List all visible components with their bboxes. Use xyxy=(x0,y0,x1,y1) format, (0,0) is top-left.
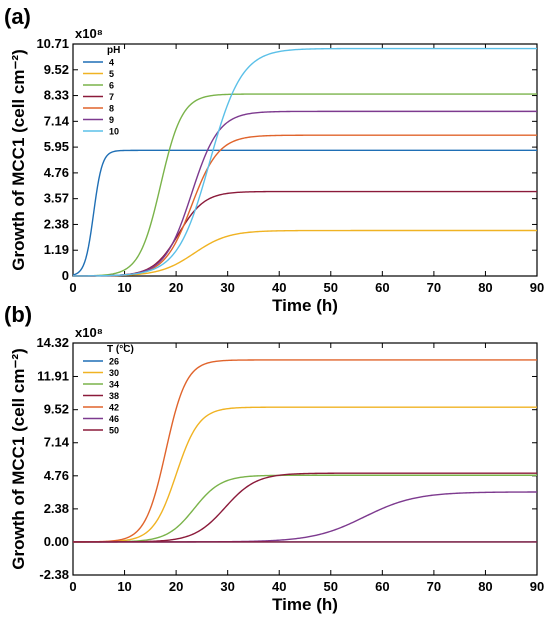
panel-b-series-line-42 xyxy=(73,359,537,543)
panel-a-legend-label-7: 7 xyxy=(109,92,114,102)
panel-a-series-line-4 xyxy=(72,149,537,276)
panel-a: (a) Growth of MCC1 (cell cm⁻²) Time (h) … xyxy=(4,4,544,315)
panel-b-xtick-label: 10 xyxy=(117,579,131,594)
panel-a-xtick-label: 40 xyxy=(272,280,286,295)
panel-a-legend-label-9: 9 xyxy=(109,115,114,125)
panel-a-xtick-label: 60 xyxy=(375,280,389,295)
panel-a-ytick-label: 3.57 xyxy=(44,191,69,206)
panel-a-series-line-7 xyxy=(72,190,537,277)
panel-a-ytick-label: 4.76 xyxy=(44,165,69,180)
panel-a-xtick-label: 50 xyxy=(324,280,338,295)
panel-a-xtick-label: 0 xyxy=(69,280,76,295)
panel-a-ytick-label: 10.71 xyxy=(36,36,69,51)
panel-a-ytick-label: 9.52 xyxy=(44,62,69,77)
panel-b-label: (b) xyxy=(4,302,32,327)
panel-a-ytick-label: 7.14 xyxy=(44,113,70,128)
panel-b-xtick-label: 60 xyxy=(375,579,389,594)
panel-b-xtick-label: 20 xyxy=(169,579,183,594)
panel-a-label: (a) xyxy=(4,4,31,29)
panel-a-xtick-label: 80 xyxy=(478,280,492,295)
panel-a-series-line-10 xyxy=(73,47,537,277)
panel-b-ytick-label: 11.91 xyxy=(37,368,69,383)
panel-a-series-line-9 xyxy=(73,110,537,277)
panel-b-ytick-label: -2.38 xyxy=(39,567,69,582)
panel-a-series-line-6 xyxy=(72,93,537,277)
panel-b-ytick-label: 4.76 xyxy=(44,468,69,483)
panel-a-ytick-label: 2.38 xyxy=(44,216,69,231)
panel-b-plot-frame xyxy=(72,342,538,576)
panel-a-xlabel: Time (h) xyxy=(272,296,338,315)
panel-b-legend-label-34: 34 xyxy=(109,380,119,390)
panel-a-legend-label-10: 10 xyxy=(109,127,119,137)
panel-b-legend-label-26: 26 xyxy=(109,357,119,367)
panel-b-legend-label-38: 38 xyxy=(109,391,119,401)
panel-a-legend-label-5: 5 xyxy=(109,69,114,79)
panel-a-xtick-label: 20 xyxy=(169,280,183,295)
panel-b-legend-title: T (°C) xyxy=(107,344,134,355)
panel-a-legend-label-4: 4 xyxy=(109,58,114,68)
panel-b-xtick-label: 70 xyxy=(427,579,441,594)
panel-b-xtick-label: 0 xyxy=(69,579,76,594)
panel-a-ylabel: Growth of MCC1 (cell cm⁻²) xyxy=(9,49,28,270)
panel-b-xtick-label: 80 xyxy=(478,579,492,594)
panel-a-plot-frame xyxy=(72,43,538,277)
panel-b-series-line-38 xyxy=(73,472,537,543)
panel-b-xlabel: Time (h) xyxy=(272,595,338,614)
panel-b-series-line-34 xyxy=(73,474,537,543)
panel-b-series-line-30 xyxy=(73,406,537,543)
panel-b-ytick-label: 0.00 xyxy=(44,534,69,549)
panel-b-legend-label-46: 46 xyxy=(109,414,119,424)
panel-a-xtick-label: 70 xyxy=(427,280,441,295)
panel-b-xtick-label: 50 xyxy=(324,579,338,594)
panel-a-legend-label-6: 6 xyxy=(109,81,114,91)
panel-b-ytick-label: 2.38 xyxy=(44,501,69,516)
panel-b-ytick-label: 14.32 xyxy=(36,335,69,350)
panel-a-multiplier: x10⁸ xyxy=(75,26,103,41)
panel-a-ytick-label: 5.95 xyxy=(44,139,69,154)
panel-a-ytick-label: 8.33 xyxy=(44,88,69,103)
panel-b-xtick-label: 40 xyxy=(272,579,286,594)
panel-a-series-line-5 xyxy=(73,229,537,277)
panel-a-xtick-label: 10 xyxy=(117,280,131,295)
panel-b-legend-label-42: 42 xyxy=(109,403,119,413)
panel-a-xtick-label: 90 xyxy=(530,280,544,295)
panel-b-ylabel: Growth of MCC1 (cell cm⁻²) xyxy=(9,348,28,569)
panel-b-legend-label-50: 50 xyxy=(109,426,119,436)
panel-a-ytick-label: 0 xyxy=(62,268,69,283)
panel-a-legend-title: pH xyxy=(107,45,120,56)
panel-b-legend-label-30: 30 xyxy=(109,368,119,378)
panel-b-xtick-label: 90 xyxy=(530,579,544,594)
panel-a-legend-label-8: 8 xyxy=(109,104,114,114)
panel-b-multiplier: x10⁸ xyxy=(75,325,103,340)
panel-b-xtick-label: 30 xyxy=(220,579,234,594)
panel-a-series-line-8 xyxy=(73,134,537,277)
panel-b-ytick-label: 9.52 xyxy=(44,402,69,417)
panel-a-xtick-label: 30 xyxy=(220,280,234,295)
panel-b: (b) Growth of MCC1 (cell cm⁻²) Time (h) … xyxy=(4,302,544,614)
panel-a-ytick-label: 1.19 xyxy=(44,242,69,257)
panel-b-ytick-label: 7.14 xyxy=(44,435,70,450)
